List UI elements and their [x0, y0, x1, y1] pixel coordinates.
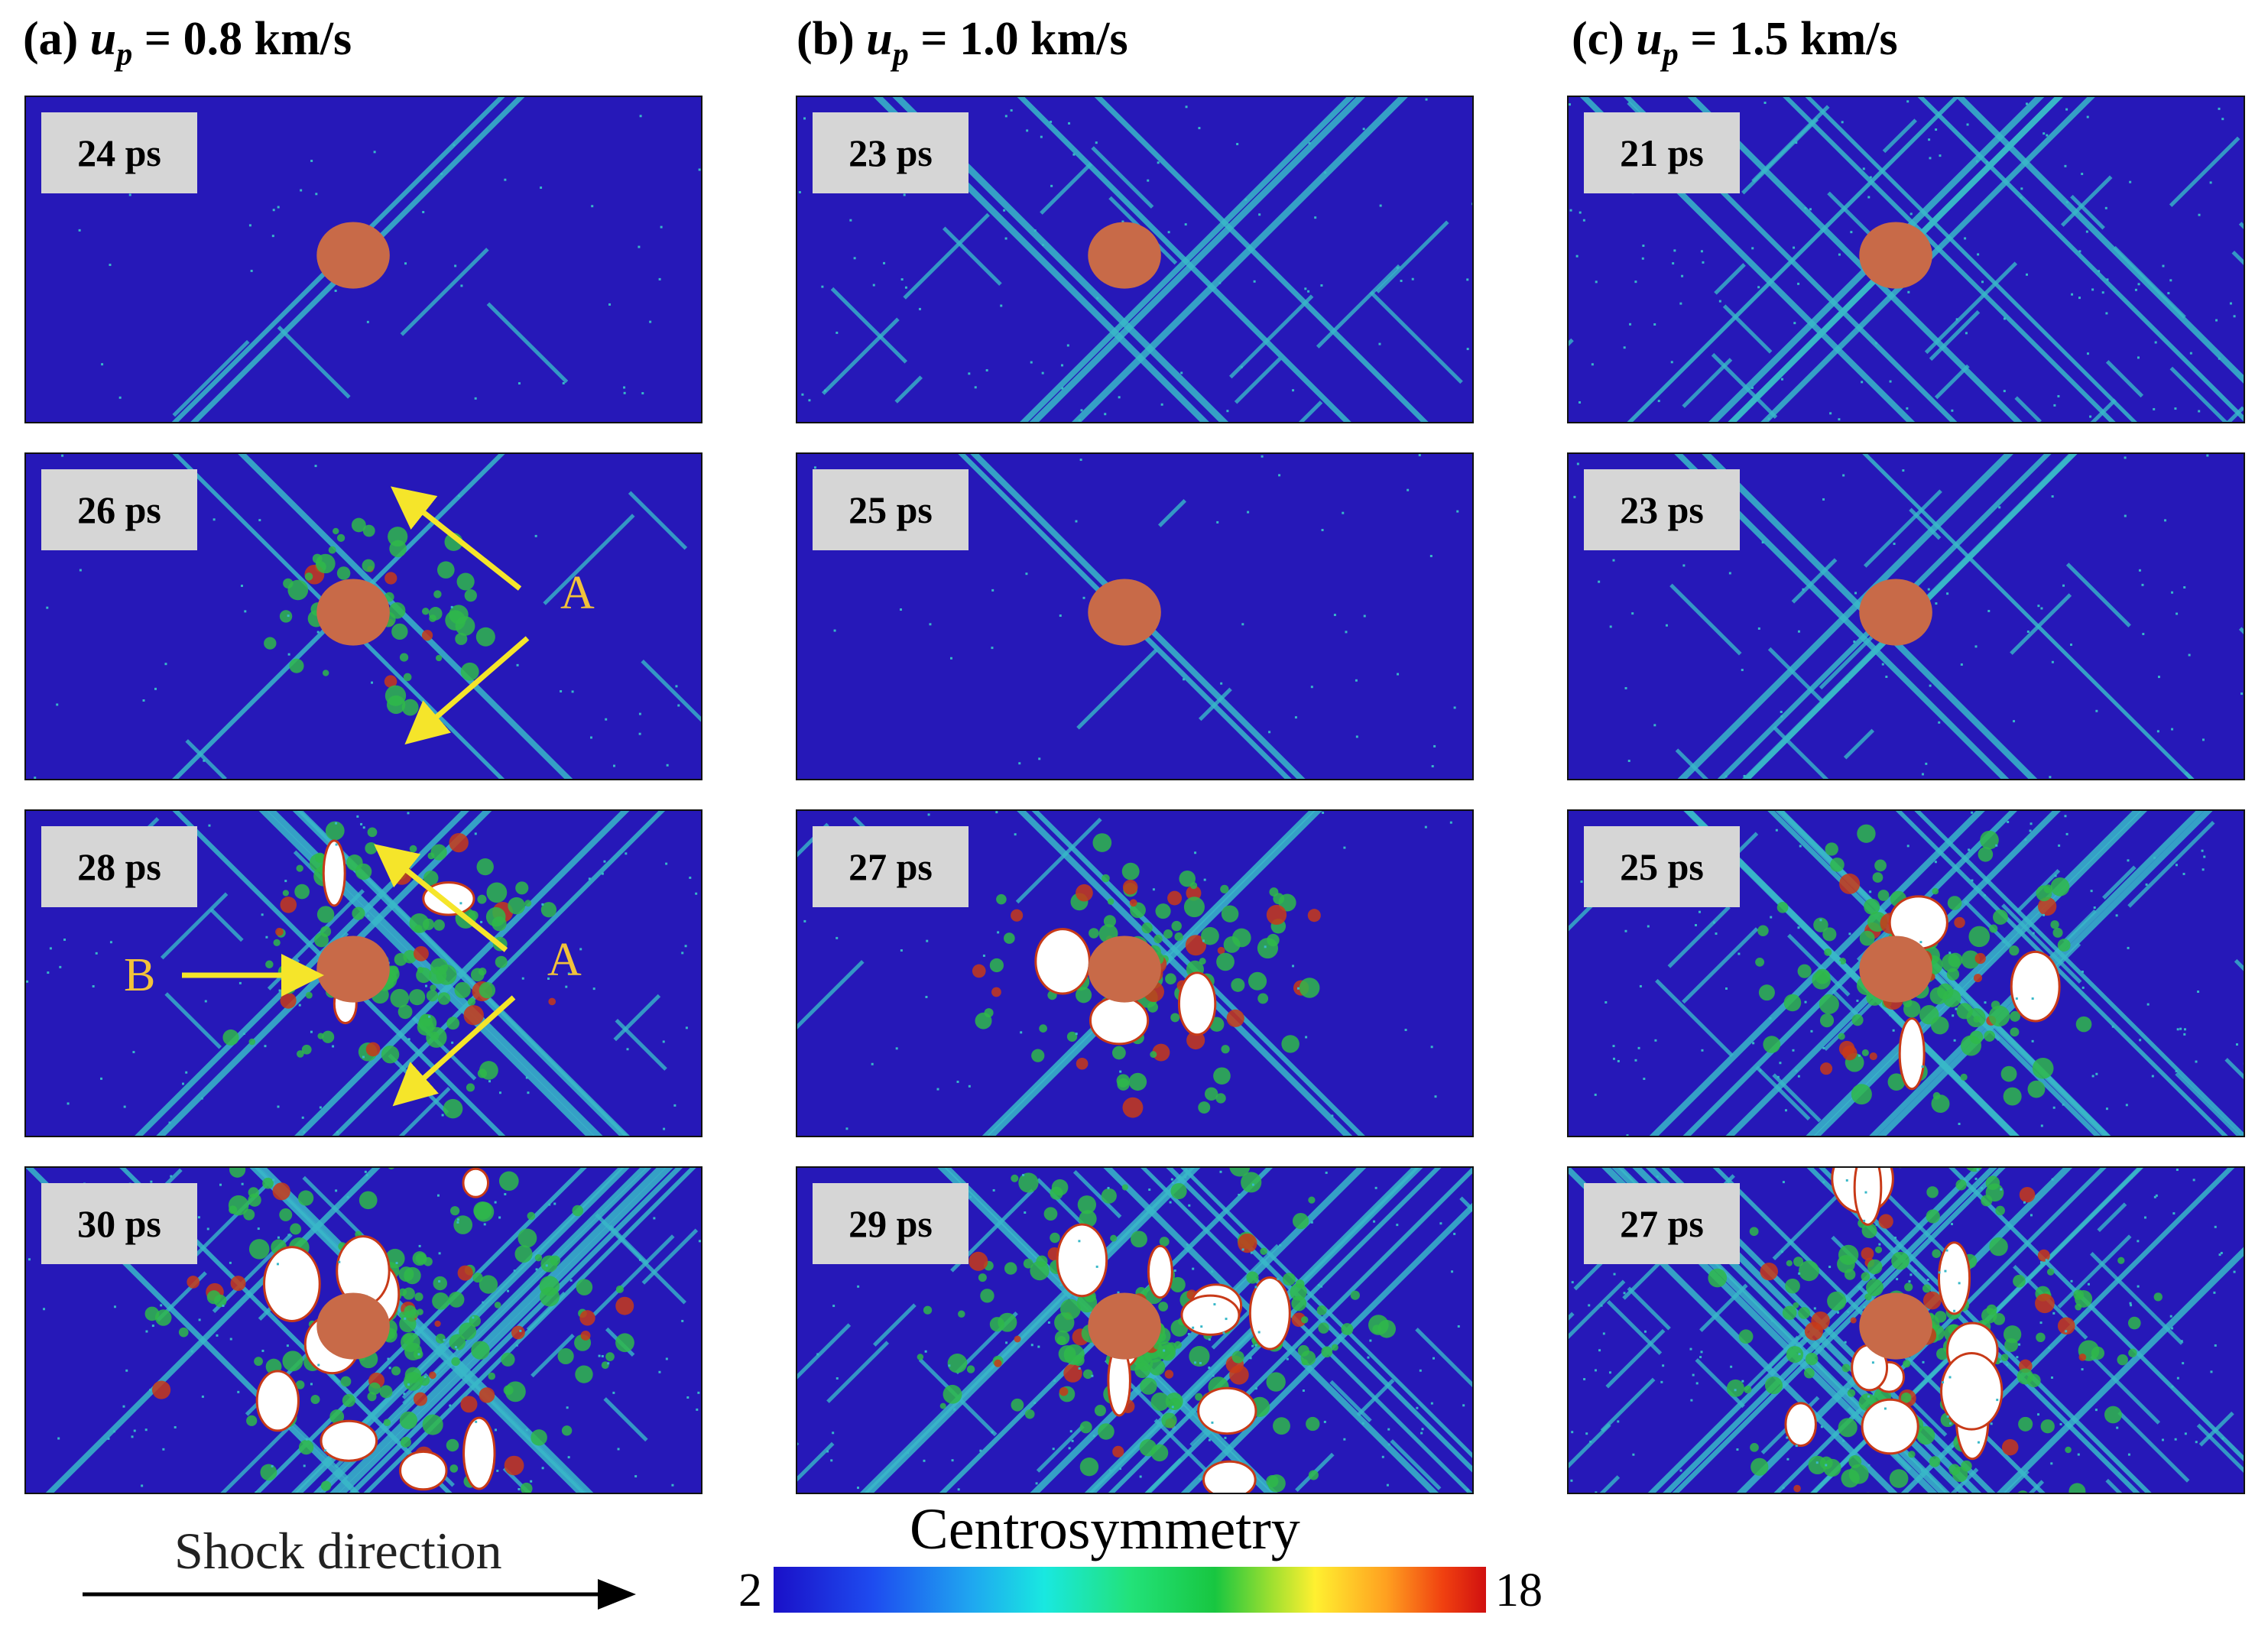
panel-c-4: 27 ps: [1567, 1166, 2245, 1494]
time-label: 27 ps: [813, 826, 969, 907]
panel-c-3: 25 ps: [1567, 809, 2245, 1137]
time-label: 30 ps: [41, 1183, 197, 1264]
panel-b-4: 29 ps: [796, 1166, 1474, 1494]
colorbar-max: 18: [1495, 1565, 1543, 1616]
panel-b-3: 27 ps: [796, 809, 1474, 1137]
panel-a-2: 26 ps: [24, 452, 702, 780]
panel-b-2: 25 ps: [796, 452, 1474, 780]
time-label: 29 ps: [813, 1183, 969, 1264]
time-label: 23 ps: [1584, 469, 1740, 550]
time-label: 28 ps: [41, 826, 197, 907]
column-title-b: (b) up = 1.0 km/s: [797, 13, 1128, 73]
colorbar: [774, 1567, 1486, 1613]
time-label: 25 ps: [1584, 826, 1740, 907]
time-label: 26 ps: [41, 469, 197, 550]
snapshot-image: [797, 1168, 1472, 1493]
panel-a-3: 28 ps: [24, 809, 702, 1137]
time-label: 21 ps: [1584, 112, 1740, 193]
time-label: 24 ps: [41, 112, 197, 193]
panel-c-1: 21 ps: [1567, 96, 2245, 423]
time-label: 25 ps: [813, 469, 969, 550]
panel-b-1: 23 ps: [796, 96, 1474, 423]
column-title-a: (a) up = 0.8 km/s: [23, 13, 352, 73]
panel-c-2: 23 ps: [1567, 452, 2245, 780]
column-title-c: (c) up = 1.5 km/s: [1572, 13, 1898, 73]
shock-direction-label: Shock direction: [174, 1522, 502, 1580]
time-label: 23 ps: [813, 112, 969, 193]
colorbar-title: Centrosymmetry: [910, 1497, 1300, 1561]
time-label: 27 ps: [1584, 1183, 1740, 1264]
panel-a-4: 30 ps: [24, 1166, 702, 1494]
panel-a-1: 24 ps: [24, 96, 702, 423]
colorbar-min: 2: [738, 1565, 762, 1616]
